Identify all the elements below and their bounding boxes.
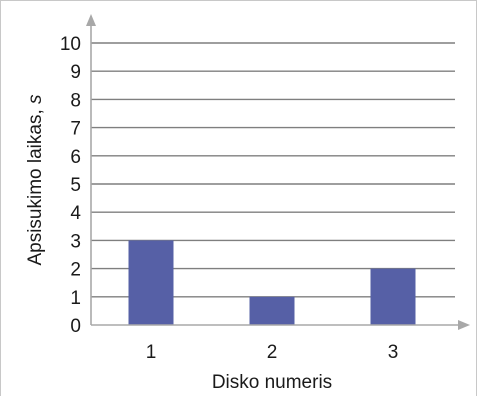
y-tick-label-1: 1: [70, 288, 81, 309]
x-axis-title: Disko numeris: [212, 372, 332, 393]
x-tick-label-3: 3: [388, 342, 399, 363]
x-tick-labels: 1 2 3: [146, 342, 399, 363]
y-axis-unit: s: [25, 94, 46, 104]
bar-1: [128, 240, 174, 325]
bar-3: [370, 268, 416, 325]
y-axis-title-text: Apsisukimo laikas,: [25, 104, 46, 266]
y-tick-label-9: 9: [70, 62, 81, 83]
bar-2: [249, 296, 295, 325]
y-tick-label-8: 8: [70, 90, 81, 111]
y-tick-label-7: 7: [70, 119, 81, 140]
y-tick-label-2: 2: [70, 260, 81, 281]
y-tick-label-0: 0: [70, 316, 81, 337]
y-tick-label-6: 6: [70, 147, 81, 168]
y-axis-title: Apsisukimo laikas, s: [25, 94, 46, 266]
x-tick-label-1: 1: [146, 342, 157, 363]
y-tick-label-3: 3: [70, 231, 81, 252]
axes: [86, 14, 470, 330]
y-tick-label-10: 10: [60, 34, 81, 55]
y-tick-label-5: 5: [70, 175, 81, 196]
y-axis-arrow-icon: [86, 14, 96, 26]
y-tick-labels: 0 1 2 3 4 5 6 7 8 9 10: [60, 34, 82, 337]
x-axis-arrow-icon: [458, 320, 470, 330]
bars: [128, 240, 416, 325]
y-tick-label-4: 4: [70, 203, 81, 224]
x-tick-label-2: 2: [267, 342, 278, 363]
